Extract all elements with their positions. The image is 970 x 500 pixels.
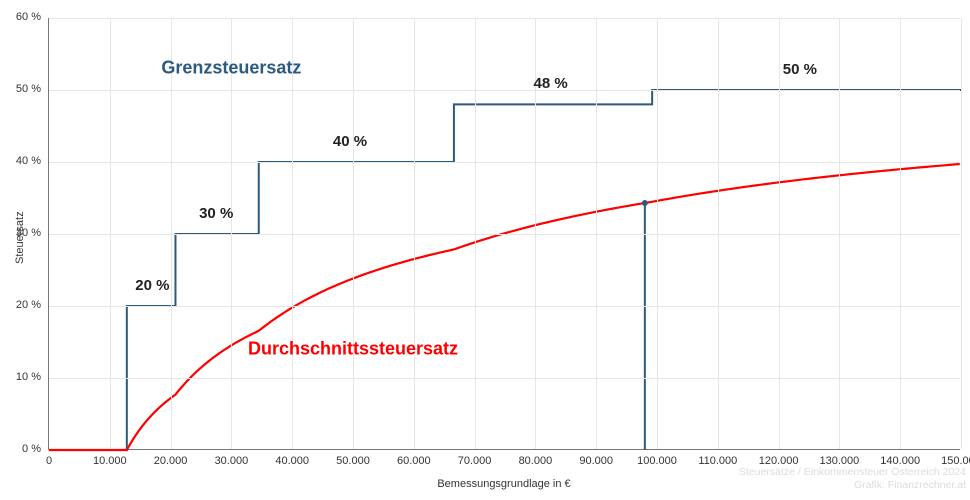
x-tick-label: 0 xyxy=(46,455,52,467)
bracket-percent-label: 20 % xyxy=(135,277,169,294)
y-tick-label: 40 % xyxy=(16,155,41,167)
x-tick-label: 70.000 xyxy=(458,455,492,467)
bracket-percent-label: 40 % xyxy=(333,133,367,150)
plot-area: 010.00020.00030.00040.00050.00060.00070.… xyxy=(48,18,960,450)
grid-line-horizontal xyxy=(49,378,960,379)
y-tick-label: 10 % xyxy=(16,371,41,383)
grid-line-horizontal xyxy=(49,306,960,307)
x-tick-label: 40.000 xyxy=(275,455,309,467)
credits: Steuersätze / Einkommensteuer Österreich… xyxy=(739,466,966,492)
y-tick-label: 0 % xyxy=(22,443,41,455)
x-tick-label: 30.000 xyxy=(215,455,249,467)
x-tick-label: 50.000 xyxy=(336,455,370,467)
y-tick-label: 20 % xyxy=(16,299,41,311)
grid-line-horizontal xyxy=(49,90,960,91)
average-rate-line xyxy=(49,164,960,450)
average-rate-title: Durchschnittssteuersatz xyxy=(248,339,458,360)
grid-line-horizontal xyxy=(49,162,960,163)
x-axis-label: Bemessungsgrundlage in € xyxy=(437,478,570,490)
grid-line-vertical xyxy=(961,18,962,449)
bracket-percent-label: 30 % xyxy=(199,205,233,222)
x-tick-label: 10.000 xyxy=(93,455,127,467)
x-tick-label: 100.000 xyxy=(637,455,677,467)
tax-rate-chart: 0 10.000 20.000 30.000 40.000 50.000 60.000 70.… xyxy=(0,0,970,500)
marginal-rate-line xyxy=(49,90,961,450)
credits-line2: Grafik: Finanzrechner.at xyxy=(739,479,966,492)
x-tick-label: 110.000 xyxy=(698,455,737,467)
credits-line1: Steuersätze / Einkommensteuer Österreich… xyxy=(739,466,966,479)
y-tick-label: 50 % xyxy=(16,83,41,95)
x-tick-label: 60.000 xyxy=(397,455,431,467)
x-tick-label: 20.000 xyxy=(154,455,188,467)
grid-line-horizontal xyxy=(49,234,960,235)
x-tick-label: 80.000 xyxy=(519,455,553,467)
marker-dot xyxy=(642,200,648,206)
y-axis-label: Steuersatz xyxy=(14,211,26,264)
x-tick-label: 90.000 xyxy=(579,455,613,467)
bracket-percent-label: 48 % xyxy=(533,75,567,92)
y-tick-label: 60 % xyxy=(16,11,41,23)
grid-line-horizontal xyxy=(49,18,960,19)
bracket-percent-label: 50 % xyxy=(783,61,817,78)
marginal-rate-title: Grenzsteuersatz xyxy=(161,58,301,79)
